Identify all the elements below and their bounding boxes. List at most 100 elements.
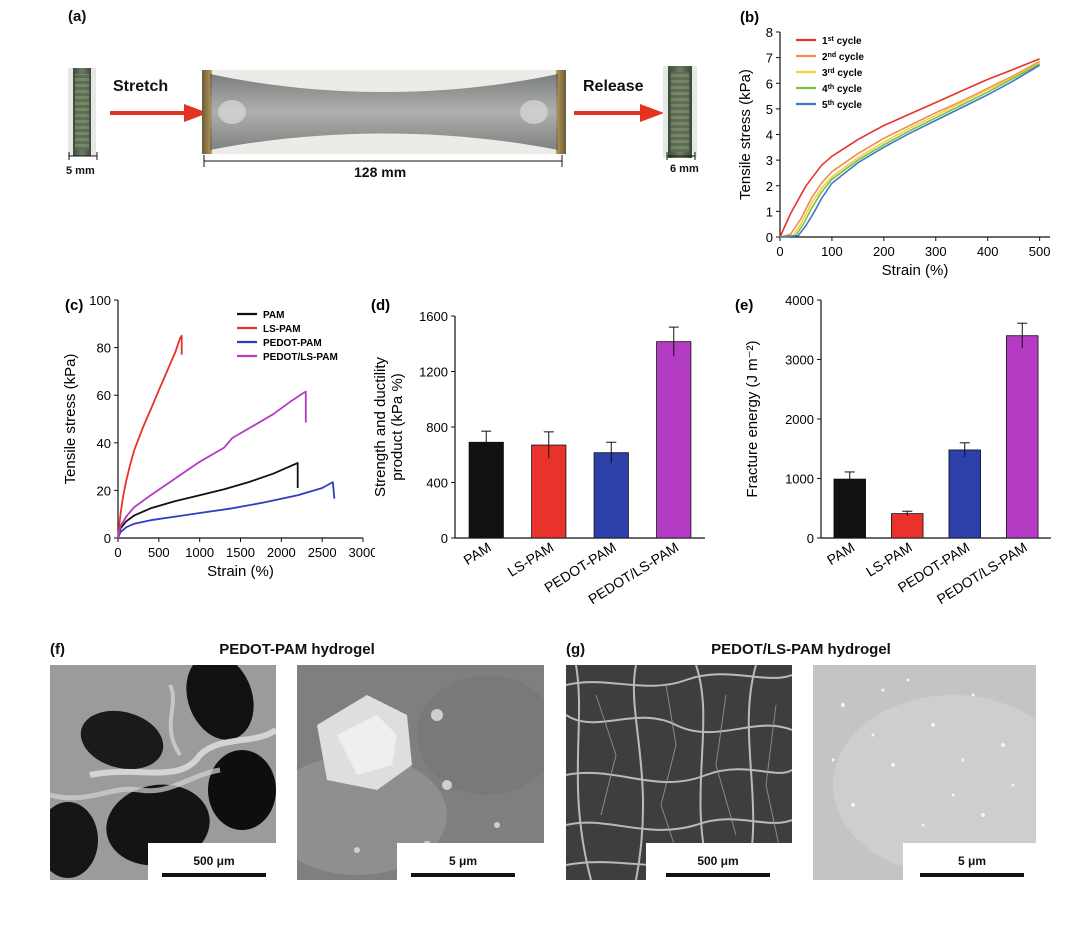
- released-sample-photo: [663, 66, 697, 158]
- legend-label-0: PAM: [263, 310, 284, 321]
- initial-width-label: 5 mm: [66, 165, 95, 177]
- bar-2: [948, 449, 981, 539]
- y-tick-label: 40: [97, 436, 111, 451]
- series-line-1: [779, 60, 1040, 238]
- x-tick-label: 1000: [185, 545, 214, 560]
- chart-b-cyclic-stress-strain: (b) 0 100 200 300 400 500 0 1 2 3 4 5 6 7 8 Strain (%) Te…: [737, 9, 1051, 279]
- chart-panel-label: (c): [65, 297, 83, 314]
- x-tick-label: 0: [114, 545, 121, 560]
- y-tick-label: 1: [766, 204, 773, 219]
- bar-1: [891, 513, 924, 539]
- y-tick-label: 0: [104, 531, 111, 546]
- y-tick-label: 6: [766, 76, 773, 91]
- y-axis-title: Tensile stress (kPa): [737, 69, 754, 200]
- x-tick-label: 1500: [226, 545, 255, 560]
- x-category-label-0: PAM: [824, 539, 857, 568]
- y-axis-title: Fracture energy (J m⁻²): [744, 340, 761, 497]
- bar-1: [531, 444, 567, 539]
- pedot-ls-pam-scale-500: 500 μm: [697, 854, 739, 868]
- y-tick-label: 100: [89, 293, 111, 308]
- initial-sample-photo: [68, 68, 96, 156]
- y-tick-label: 1600: [419, 309, 448, 324]
- x-tick-label: 100: [821, 244, 843, 259]
- y-tick-label: 4000: [785, 293, 814, 308]
- pedot-ls-pam-sem-high-mag: 5 μm: [813, 665, 1036, 880]
- x-axis-title: Strain (%): [882, 262, 949, 279]
- y-tick-label: 2000: [785, 412, 814, 427]
- x-tick-label: 0: [776, 244, 783, 259]
- y-tick-label: 800: [426, 420, 448, 435]
- legend-label-0: 1st cycle: [822, 36, 862, 48]
- y-tick-label: 0: [766, 230, 773, 245]
- y-tick-label: 60: [97, 388, 111, 403]
- legend-label-2: 3rd cycle: [822, 68, 863, 80]
- x-tick-label: 2000: [267, 545, 296, 560]
- y-axis-title-line-0: Strength and ductility: [372, 356, 389, 497]
- y-tick-label: 7: [766, 51, 773, 66]
- bar-3: [1006, 335, 1039, 539]
- y-tick-label: 1200: [419, 365, 448, 380]
- panel-a-label: (a): [68, 8, 87, 25]
- stretch-label: Stretch: [113, 78, 169, 95]
- legend-label-3: 4th cycle: [822, 84, 862, 96]
- pedot-pam-sem-high-mag: 5 μm: [297, 665, 544, 880]
- y-tick-label: 4: [766, 128, 773, 143]
- chart-panel-label: (e): [735, 297, 753, 314]
- legend-label-1: 2nd cycle: [822, 52, 864, 64]
- x-tick-label: 500: [148, 545, 170, 560]
- series-line-2: [117, 481, 336, 539]
- panel-f-title: PEDOT-PAM hydrogel: [219, 641, 375, 658]
- y-tick-label: 2: [766, 179, 773, 194]
- y-tick-label: 8: [766, 25, 773, 40]
- pedot-pam-scale-500: 500 μm: [193, 854, 235, 868]
- stretched-sample-photo: [202, 70, 566, 154]
- pedot-ls-pam-sem-low-mag: 500 μm: [566, 665, 792, 880]
- y-tick-label: 0: [807, 531, 814, 546]
- y-axis-title-line-1: product (kPa %): [389, 373, 406, 481]
- y-tick-label: 0: [441, 531, 448, 546]
- final-width-label: 6 mm: [670, 163, 699, 175]
- stretched-length-label: 128 mm: [354, 164, 407, 180]
- chart-panel-label: (d): [371, 297, 390, 314]
- y-tick-label: 3000: [785, 353, 814, 368]
- y-tick-label: 5: [766, 102, 773, 117]
- legend-label-4: 5th cycle: [822, 100, 862, 112]
- chart-c-tensile-stress-strain: (c) 0 500 1000 1500 2000 2500 3000 0 20 40 60 80 100 S…: [62, 293, 375, 580]
- release-label: Release: [583, 78, 644, 95]
- bar-3: [656, 341, 692, 539]
- series-line-1: [117, 334, 183, 539]
- panel-f-label: (f): [50, 641, 65, 658]
- y-tick-label: 3: [766, 153, 773, 168]
- x-tick-label: 200: [873, 244, 895, 259]
- series-line-3: [779, 63, 1040, 238]
- final-width-dimension: [666, 152, 696, 160]
- x-category-label-1: LS-PAM: [505, 539, 557, 580]
- release-arrow-icon: [574, 104, 664, 122]
- y-tick-label: 80: [97, 341, 111, 356]
- y-tick-label: 400: [426, 476, 448, 491]
- legend-label-3: PEDOT/LS-PAM: [263, 352, 338, 363]
- legend-label-2: PEDOT-PAM: [263, 338, 322, 349]
- x-tick-label: 2500: [308, 545, 337, 560]
- y-axis-title: Tensile stress (kPa): [62, 354, 79, 485]
- y-tick-label: 1000: [785, 472, 814, 487]
- bar-0: [833, 478, 866, 539]
- x-tick-label: 400: [977, 244, 999, 259]
- legend-label-1: LS-PAM: [263, 324, 301, 335]
- stretched-length-dimension: [203, 155, 563, 167]
- bar-2: [593, 452, 629, 539]
- x-tick-label: 500: [1029, 244, 1051, 259]
- pedot-ls-pam-scale-5: 5 μm: [957, 854, 987, 868]
- pedot-pam-sem-low-mag: 500 μm: [50, 665, 276, 880]
- series-line-3: [117, 390, 307, 539]
- stretch-arrow-icon: [110, 104, 208, 122]
- chart-panel-label: (b): [740, 9, 759, 26]
- series-line-0: [779, 58, 1040, 238]
- panel-g-label: (g): [566, 641, 586, 658]
- x-tick-label: 300: [925, 244, 947, 259]
- bar-0: [468, 441, 504, 539]
- panel-g-title: PEDOT/LS-PAM hydrogel: [711, 641, 891, 658]
- series-line-4: [779, 64, 1041, 238]
